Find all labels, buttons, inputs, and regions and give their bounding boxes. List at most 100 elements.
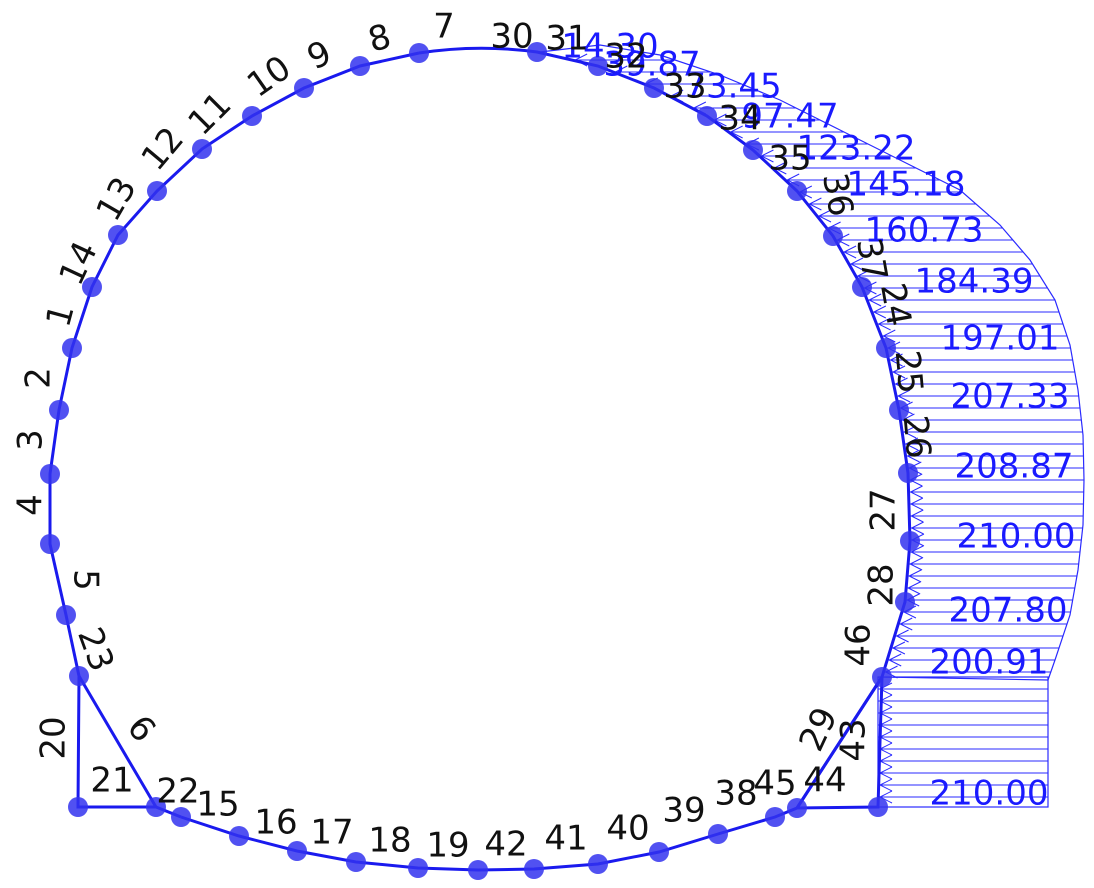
load-value-label: 184.39 [915,262,1034,302]
node-36 [823,226,843,246]
node-label-19: 19 [426,826,469,866]
node-label-33: 33 [663,67,706,107]
node-21 [146,797,166,817]
load-arrow-head [904,437,919,451]
load-arrow-head [909,545,924,559]
node-5 [56,605,76,625]
node-18 [408,858,428,878]
node-label-12: 12 [134,120,192,179]
load-value-label: 200.91 [930,643,1049,683]
load-arrow-head [909,485,923,499]
node-32 [644,78,664,98]
load-arrow-head [910,521,924,535]
node-30 [527,42,547,62]
load-arrow-head [817,209,832,223]
load-hatch-lines [573,53,1084,804]
node-label-16: 16 [254,803,297,843]
node-31 [588,56,608,76]
node-label-15: 15 [196,785,239,825]
node-label-6: 6 [119,708,164,750]
node-41 [588,854,608,874]
node-23 [69,666,89,686]
load-arrow-head [878,790,893,804]
load-envelope-lower [877,676,1049,808]
node-label-27: 27 [864,488,904,531]
load-arrow-head [899,617,913,631]
node-label-26: 26 [895,414,939,461]
node-20 [68,797,88,817]
node-label-17: 17 [310,813,353,853]
node-label-35: 35 [768,139,811,179]
node-label-46: 46 [839,623,879,666]
load-value-label: 197.01 [941,319,1060,359]
node-13 [108,225,128,245]
node-label-34: 34 [718,99,761,139]
node-label-36: 36 [814,170,861,220]
node-label-40: 40 [606,809,649,849]
load-value-label: 73.45 [684,67,781,107]
load-arrow-head [903,425,917,439]
load-arrow-head [877,317,891,331]
node-label-28: 28 [862,563,902,606]
node-40 [649,842,669,862]
node-label-38: 38 [714,774,757,814]
node-label-13: 13 [89,171,145,228]
node-28 [895,592,915,612]
load-arrow-head [891,365,906,379]
node-46 [872,667,892,687]
node-27 [900,531,920,551]
load-arrow-head [867,293,882,307]
node-3 [40,464,60,484]
node-label-7: 7 [433,7,455,47]
node-4 [40,534,60,554]
node-label-21: 21 [90,761,133,801]
load-arrow-head [908,557,923,571]
node-label-25: 25 [887,349,931,396]
node-35 [787,181,807,201]
node-24 [876,338,896,358]
load-value-label: 207.33 [951,377,1070,417]
load-arrow-head [909,497,924,511]
load-value-label: 160.73 [865,211,984,251]
load-arrow-head [849,257,864,271]
node-label-24: 24 [872,280,919,330]
load-arrow-head [901,413,915,427]
node-34 [743,140,763,160]
load-arrow-head [872,305,887,319]
node-11 [192,139,212,159]
node-42 [524,859,544,879]
load-arrow-head [910,509,924,523]
node-38 [765,807,785,827]
right-support-frame [794,671,884,810]
node-label-37: 37 [848,235,895,285]
load-value-label: 207.80 [949,591,1068,631]
load-arrow-head [808,197,822,211]
node-16 [287,841,307,861]
node-26 [898,463,918,483]
load-arrow-head [894,377,908,391]
load-arrow-head [896,389,911,403]
load-arrow-head [842,245,857,259]
node-label-39: 39 [662,791,705,831]
load-value-label: 210.00 [930,774,1049,814]
node-label-22: 22 [156,772,199,812]
node-7 [409,43,429,63]
node-37 [852,277,872,297]
node-45 [787,798,807,818]
node-label-1: 1 [38,300,82,331]
node-label-18: 18 [368,821,411,861]
node-19 [468,860,488,880]
node-10 [242,106,262,126]
load-arrow-head [895,629,909,643]
load-value-label: 97.47 [741,97,838,137]
load-value-label: 14.30 [561,27,658,67]
load-arrow-head [889,353,903,367]
node-label-31: 31 [545,19,588,59]
node-label-4: 4 [11,494,51,516]
node-label-2: 2 [19,367,59,389]
node-label-41: 41 [544,819,587,859]
node-14 [82,277,102,297]
node-label-42: 42 [484,825,527,865]
